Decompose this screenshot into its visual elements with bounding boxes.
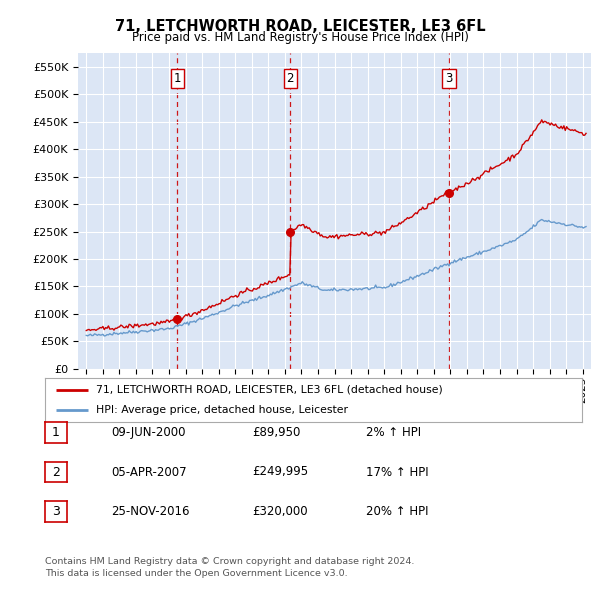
Text: 2: 2 [52, 466, 60, 478]
Text: 2: 2 [287, 73, 294, 86]
Text: 1: 1 [173, 73, 181, 86]
Text: 71, LETCHWORTH ROAD, LEICESTER, LE3 6FL: 71, LETCHWORTH ROAD, LEICESTER, LE3 6FL [115, 19, 485, 34]
Text: 25-NOV-2016: 25-NOV-2016 [111, 505, 190, 518]
Text: 09-JUN-2000: 09-JUN-2000 [111, 426, 185, 439]
Text: 1: 1 [52, 426, 60, 439]
Text: This data is licensed under the Open Government Licence v3.0.: This data is licensed under the Open Gov… [45, 569, 347, 578]
Text: 05-APR-2007: 05-APR-2007 [111, 466, 187, 478]
Text: £249,995: £249,995 [252, 466, 308, 478]
Text: 3: 3 [52, 505, 60, 518]
Text: £320,000: £320,000 [252, 505, 308, 518]
Text: £89,950: £89,950 [252, 426, 301, 439]
Text: Contains HM Land Registry data © Crown copyright and database right 2024.: Contains HM Land Registry data © Crown c… [45, 557, 415, 566]
Text: 71, LETCHWORTH ROAD, LEICESTER, LE3 6FL (detached house): 71, LETCHWORTH ROAD, LEICESTER, LE3 6FL … [96, 385, 443, 395]
Text: Price paid vs. HM Land Registry's House Price Index (HPI): Price paid vs. HM Land Registry's House … [131, 31, 469, 44]
Text: 3: 3 [445, 73, 452, 86]
Text: 20% ↑ HPI: 20% ↑ HPI [366, 505, 428, 518]
Text: 2% ↑ HPI: 2% ↑ HPI [366, 426, 421, 439]
Text: HPI: Average price, detached house, Leicester: HPI: Average price, detached house, Leic… [96, 405, 348, 415]
Text: 17% ↑ HPI: 17% ↑ HPI [366, 466, 428, 478]
